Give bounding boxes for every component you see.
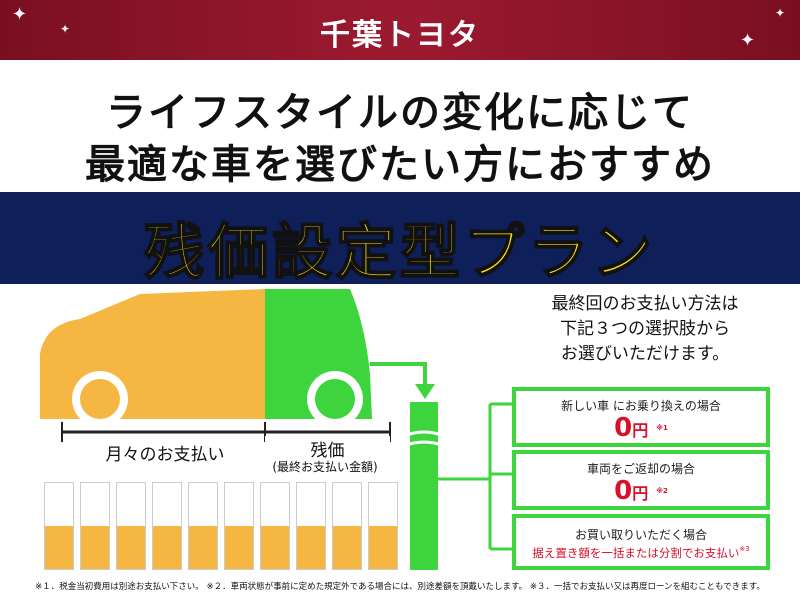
residual-bar xyxy=(410,402,438,570)
arrow-line xyxy=(370,362,427,389)
option-trade-in: 新しい車 にお乗り換えの場合 0円 ※1 xyxy=(512,387,770,447)
payment-bar xyxy=(260,482,290,570)
option-detail: 据え置き額を一括または分割でお支払い xyxy=(532,546,740,560)
payment-bar xyxy=(116,482,146,570)
headline-line1: ライフスタイルの変化に応じて xyxy=(106,90,694,136)
option-unit: 円 xyxy=(632,421,649,440)
option-title: お買い取りいただく場合 xyxy=(574,528,707,542)
option-title: 新しい車 にお乗り換えの場合 xyxy=(561,399,721,413)
footnote: ※１．税金当初費用は別途お支払い下さい。 ※２．車両状態が事前に定めた規定外であ… xyxy=(35,582,765,592)
header-banner: ✦ ✦ ✦ ✦ 千葉トヨタ xyxy=(0,0,800,60)
plan-banner: 残価設定型プラン xyxy=(0,192,800,289)
option-amount: 0 xyxy=(614,413,633,443)
payment-bar xyxy=(368,482,398,570)
sparkle-icon: ✦ xyxy=(12,4,28,25)
logo: 千葉トヨタ xyxy=(320,18,480,53)
payment-bar xyxy=(152,482,182,570)
payment-bar xyxy=(296,482,326,570)
payment-bar xyxy=(188,482,218,570)
sparkle-icon: ✦ xyxy=(60,22,71,36)
payment-bar xyxy=(224,482,254,570)
option-title: 車両をご返却の場合 xyxy=(586,462,695,476)
option-return: 車両をご返却の場合 0円 ※2 xyxy=(512,450,770,510)
option-amount: 0 xyxy=(614,476,633,506)
sparkle-icon: ✦ xyxy=(740,30,756,51)
intro-line: お選びいただけます。 xyxy=(560,344,730,364)
intro-line: 最終回のお支払い方法は xyxy=(551,294,739,314)
branch-lines xyxy=(438,402,512,551)
option-note: ※3 xyxy=(739,545,750,553)
option-note: ※1 xyxy=(656,424,668,432)
intro-text: 最終回のお支払い方法は 下記３つの選択肢から お選びいただけます。 xyxy=(500,292,790,367)
residual-label: 残価 xyxy=(265,436,390,461)
payment-bar xyxy=(44,482,74,570)
monthly-label: 月々のお支払い xyxy=(75,440,255,465)
option-unit: 円 xyxy=(632,484,649,503)
headline-line2: 最適な車を選びたい方におすすめ xyxy=(85,142,715,188)
residual-sublabel: (最終お支払い金額) xyxy=(272,460,378,474)
payment-bar xyxy=(80,482,110,570)
option-note: ※2 xyxy=(656,487,668,495)
sparkle-icon: ✦ xyxy=(775,6,786,20)
break-mark xyxy=(403,430,445,448)
plan-title: 残価設定型プラン xyxy=(143,217,656,289)
plan-diagram xyxy=(40,289,512,570)
option-buyout: お買い取りいただく場合 据え置き額を一括または分割でお支払い※3 xyxy=(512,514,770,570)
payment-bar xyxy=(332,482,362,570)
intro-line: 下記３つの選択肢から xyxy=(560,319,730,339)
